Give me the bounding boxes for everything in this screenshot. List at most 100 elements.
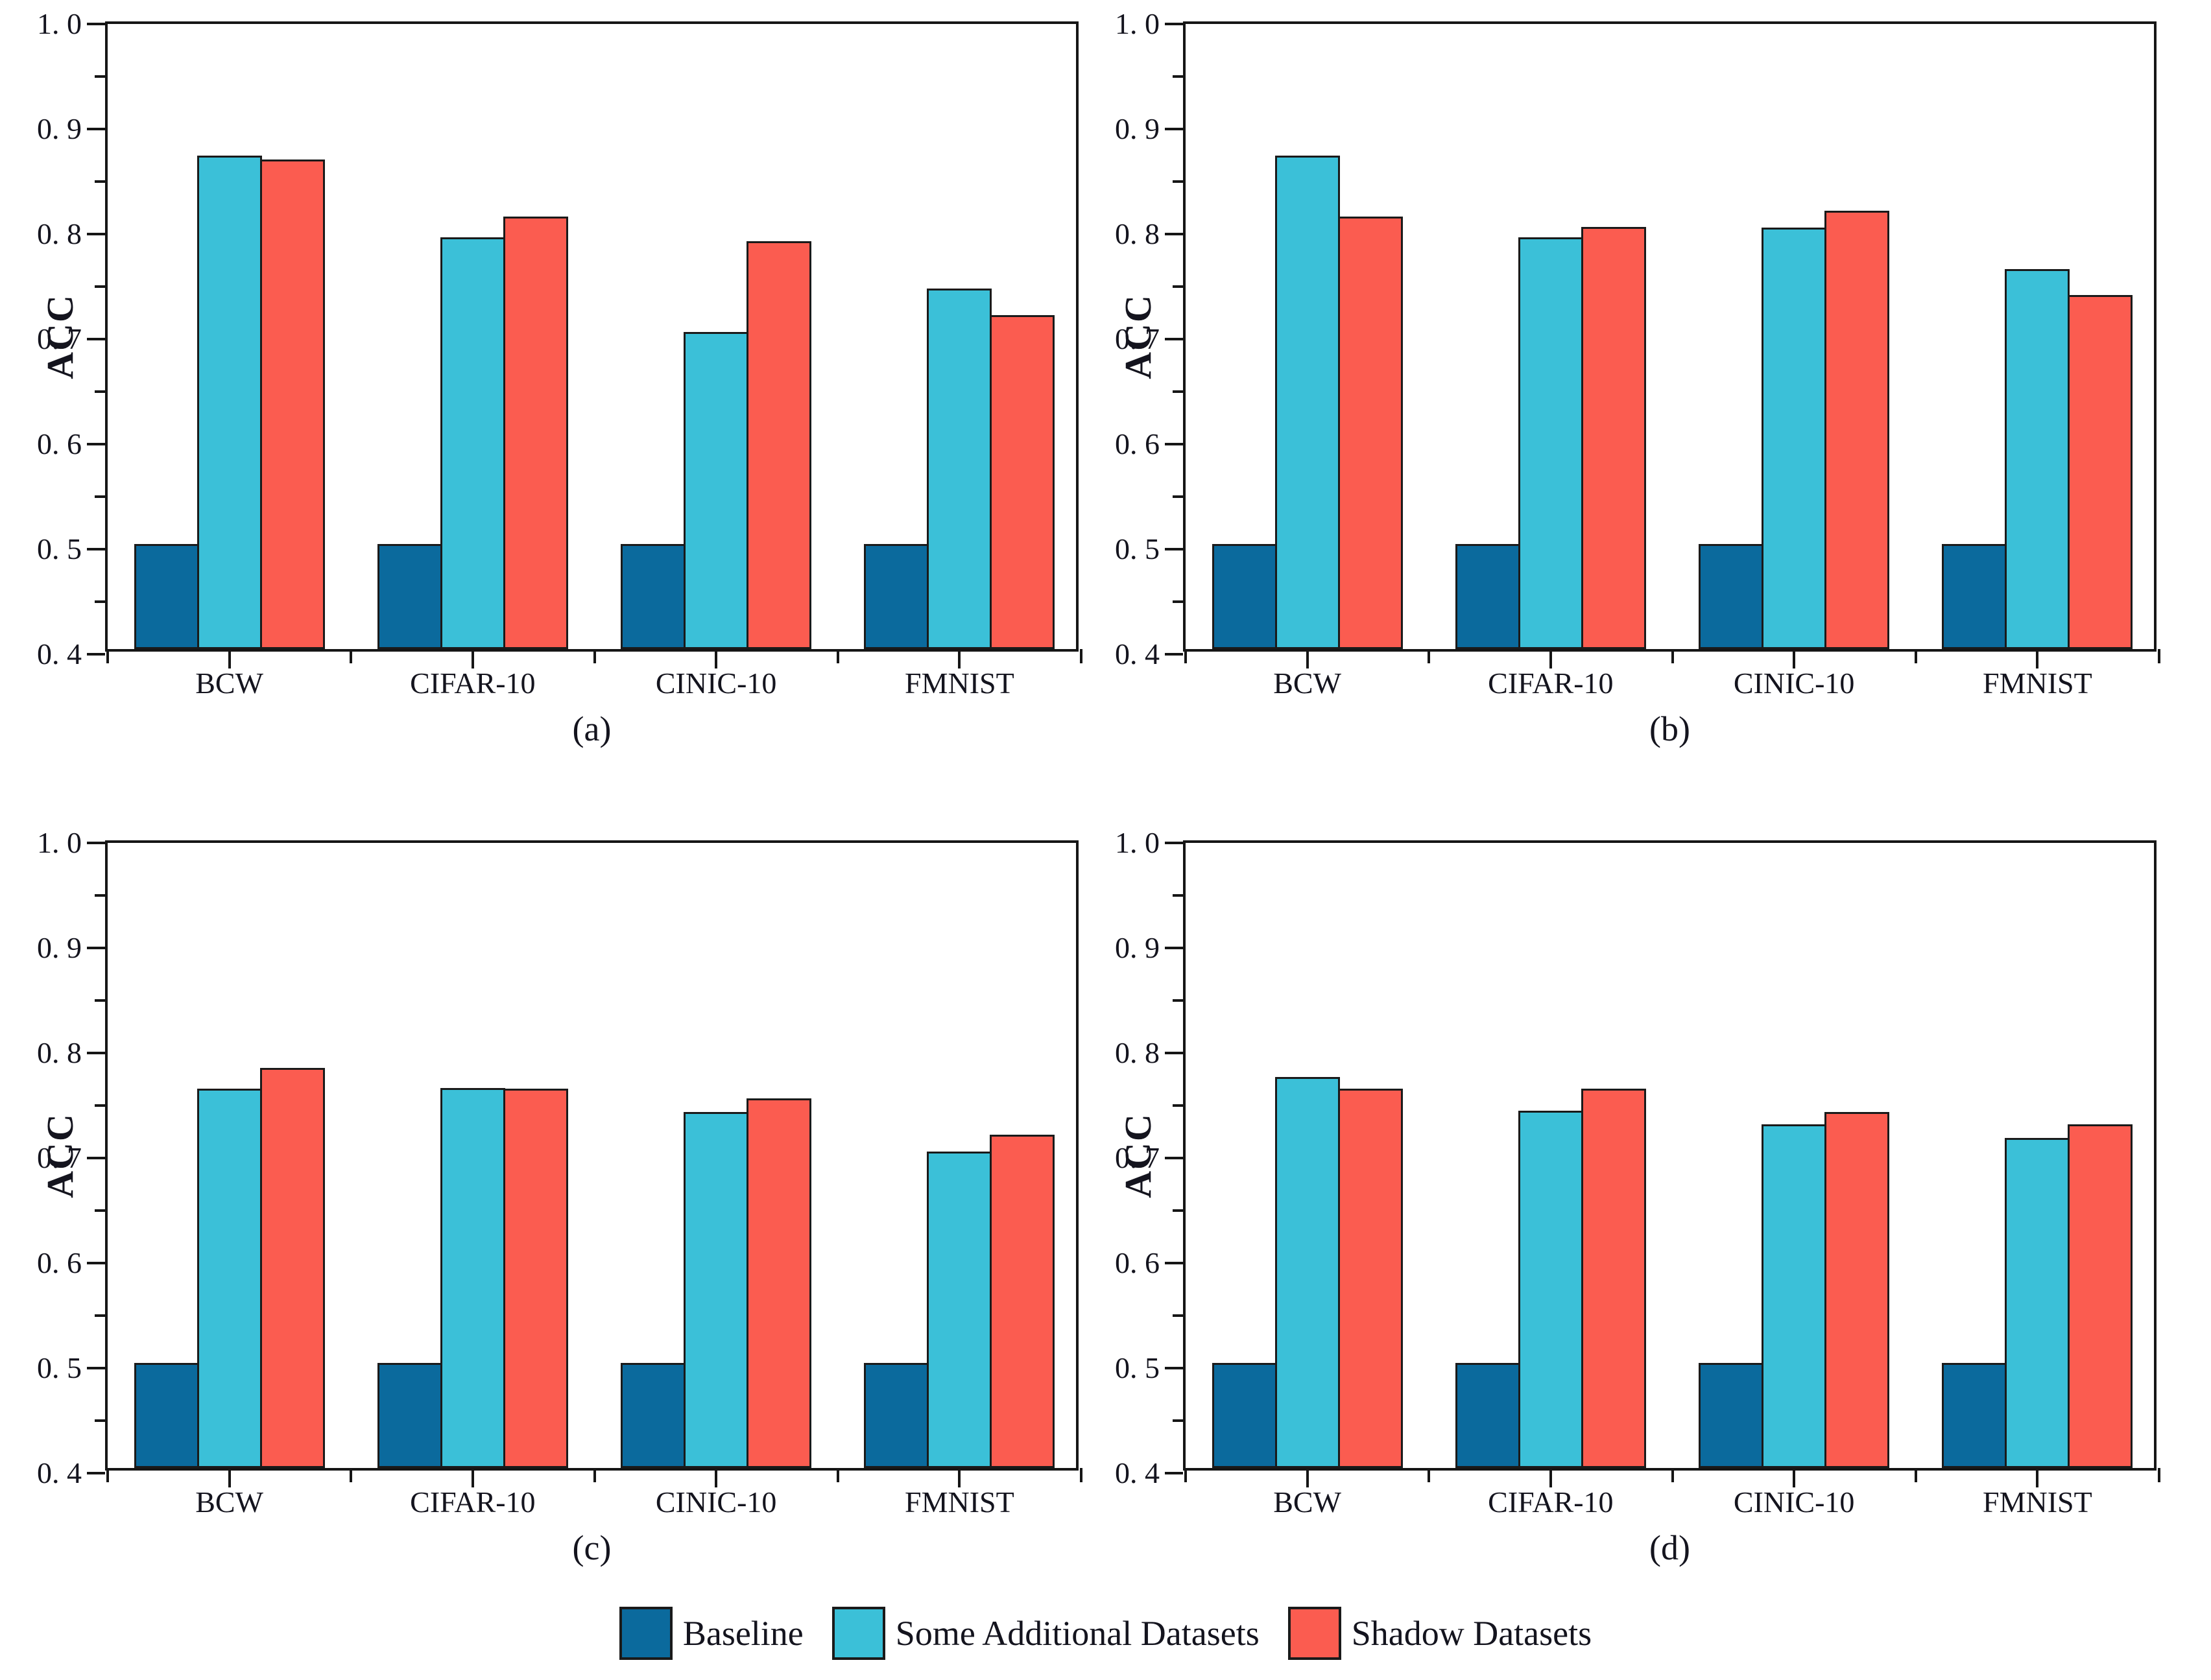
bar-shadow-datasets bbox=[1824, 211, 1890, 649]
y-axis-major-tick bbox=[1165, 1472, 1183, 1474]
bar-some-additional-datasets bbox=[1518, 237, 1583, 649]
x-axis-boundary-tick bbox=[350, 1468, 353, 1482]
legend-label-baseline: Baseline bbox=[682, 1614, 804, 1653]
y-axis-minor-tick bbox=[95, 1314, 105, 1317]
y-axis-tick-label: 0. 9 bbox=[37, 112, 82, 145]
x-axis-boundary-tick bbox=[1914, 1468, 1917, 1482]
panel-caption: (c) bbox=[572, 1528, 612, 1567]
x-axis-boundary-tick bbox=[1671, 649, 1674, 663]
y-axis-title: ACC bbox=[39, 294, 81, 379]
x-axis-category-label: FMNIST bbox=[1983, 667, 2092, 700]
x-axis-category-tick bbox=[715, 1468, 718, 1487]
y-axis-minor-tick bbox=[95, 75, 105, 78]
y-axis-tick-label: 0. 7 bbox=[37, 1141, 82, 1174]
y-axis-tick-label: 0. 6 bbox=[37, 427, 82, 460]
y-axis-tick-label: 1. 0 bbox=[37, 7, 82, 40]
y-axis-minor-tick bbox=[95, 180, 105, 183]
bar-shadow-datasets bbox=[990, 1135, 1055, 1468]
x-axis-category-label: CIFAR-10 bbox=[410, 667, 536, 700]
y-axis-tick-label: 0. 5 bbox=[1115, 532, 1160, 565]
bar-baseline bbox=[1455, 1363, 1520, 1468]
y-axis-tick-label: 0. 6 bbox=[37, 1246, 82, 1279]
bar-baseline bbox=[1212, 544, 1277, 649]
y-axis-minor-tick bbox=[1173, 390, 1183, 393]
x-axis-boundary-tick bbox=[836, 1468, 839, 1482]
y-axis-minor-tick bbox=[1173, 285, 1183, 288]
x-axis-category-label: CINIC-10 bbox=[655, 667, 777, 700]
y-axis-major-tick bbox=[87, 947, 105, 949]
y-axis-major-tick bbox=[87, 842, 105, 844]
x-axis-category-label: CINIC-10 bbox=[655, 1485, 777, 1519]
legend-label-shadow-datasets: Shadow Datasets bbox=[1351, 1614, 1592, 1653]
x-axis-boundary-tick bbox=[1080, 1468, 1082, 1482]
shadow-datasets-color-swatch bbox=[1287, 1607, 1341, 1660]
panel-caption: (a) bbox=[572, 709, 612, 748]
y-axis-tick-label: 0. 4 bbox=[37, 1456, 82, 1489]
legend-item-shadow-datasets: Shadow Datasets bbox=[1287, 1607, 1592, 1660]
y-axis-tick-label: 0. 5 bbox=[1115, 1351, 1160, 1384]
y-axis-tick-label: 0. 9 bbox=[37, 931, 82, 964]
bar-some-additional-datasets bbox=[197, 1089, 262, 1468]
y-axis-tick-label: 0. 5 bbox=[37, 1351, 82, 1384]
y-axis-major-tick bbox=[87, 128, 105, 130]
chart-panel-c: 1. 0 0. 9 0. 8 0. 7 0. 6 0. 5 0. 4 BCW CIFAR-10 C… bbox=[37, 826, 1082, 1567]
x-axis-category-tick bbox=[228, 649, 231, 668]
x-axis-category-tick bbox=[471, 1468, 474, 1487]
bar-shadow-datasets bbox=[503, 216, 568, 649]
panel-caption: (b) bbox=[1649, 709, 1690, 748]
bar-shadow-datasets bbox=[1581, 1089, 1646, 1468]
y-axis-major-tick bbox=[1165, 653, 1183, 656]
bar-shadow-datasets bbox=[747, 241, 812, 649]
x-axis-boundary-tick bbox=[106, 1468, 109, 1482]
legend: Baseline Some Additional Datasets Shadow… bbox=[0, 1607, 2211, 1660]
bar-shadow-datasets bbox=[2068, 1124, 2133, 1468]
x-axis-category-label: CIFAR-10 bbox=[1488, 1485, 1614, 1519]
x-axis-category-label: CINIC-10 bbox=[1733, 667, 1855, 700]
x-axis-category-tick bbox=[228, 1468, 231, 1487]
y-axis-major-tick bbox=[87, 1052, 105, 1054]
y-axis-minor-tick bbox=[95, 495, 105, 498]
bar-shadow-datasets bbox=[1581, 226, 1646, 649]
baseline-color-swatch bbox=[619, 1607, 673, 1660]
x-axis-boundary-tick bbox=[1671, 1468, 1674, 1482]
x-axis-category-label: FMNIST bbox=[905, 1485, 1014, 1519]
bar-baseline bbox=[1942, 544, 2007, 649]
y-axis-tick-label: 0. 8 bbox=[1115, 217, 1160, 250]
x-axis-category-label: FMNIST bbox=[905, 667, 1014, 700]
bar-shadow-datasets bbox=[1337, 216, 1403, 649]
y-axis-major-tick bbox=[87, 233, 105, 235]
y-axis-tick-label: 0. 8 bbox=[37, 217, 82, 250]
y-axis-minor-tick bbox=[95, 1209, 105, 1212]
y-axis-title: ACC bbox=[39, 1113, 81, 1198]
y-axis-minor-tick bbox=[95, 894, 105, 897]
y-axis-major-tick bbox=[1165, 233, 1183, 235]
y-axis-major-tick bbox=[87, 1157, 105, 1159]
bar-some-additional-datasets bbox=[1274, 1077, 1340, 1468]
x-axis-category-label: CIFAR-10 bbox=[1488, 667, 1614, 700]
y-axis-major-tick bbox=[1165, 1157, 1183, 1159]
x-axis-category-tick bbox=[1793, 649, 1796, 668]
y-axis-major-tick bbox=[87, 653, 105, 656]
chart-panel-b: 1. 0 0. 9 0. 8 0. 7 0. 6 0. 5 0. 4 BCW CIFAR-10 C… bbox=[1115, 7, 2160, 748]
y-axis-major-tick bbox=[1165, 338, 1183, 340]
bar-some-additional-datasets bbox=[1762, 1124, 1827, 1468]
bar-some-additional-datasets bbox=[684, 1111, 749, 1468]
y-axis-minor-tick bbox=[1173, 75, 1183, 78]
x-axis-boundary-tick bbox=[836, 649, 839, 663]
y-axis-tick-label: 0. 7 bbox=[1115, 1141, 1160, 1174]
y-axis-major-tick bbox=[1165, 947, 1183, 949]
some-additional-datasets-color-swatch bbox=[831, 1607, 885, 1660]
x-axis-category-tick bbox=[1793, 1468, 1796, 1487]
y-axis-minor-tick bbox=[95, 1104, 105, 1107]
y-axis-major-tick bbox=[87, 1367, 105, 1369]
bar-baseline bbox=[377, 1363, 442, 1468]
y-axis-tick-label: 0. 7 bbox=[37, 322, 82, 355]
bar-baseline bbox=[864, 544, 929, 649]
bar-some-additional-datasets bbox=[927, 1152, 992, 1468]
bar-shadow-datasets bbox=[2068, 295, 2133, 649]
y-axis-minor-tick bbox=[95, 999, 105, 1002]
bar-some-additional-datasets bbox=[1274, 155, 1340, 649]
x-axis-category-tick bbox=[1306, 649, 1309, 668]
bar-baseline bbox=[621, 544, 686, 649]
bar-shadow-datasets bbox=[990, 314, 1055, 649]
